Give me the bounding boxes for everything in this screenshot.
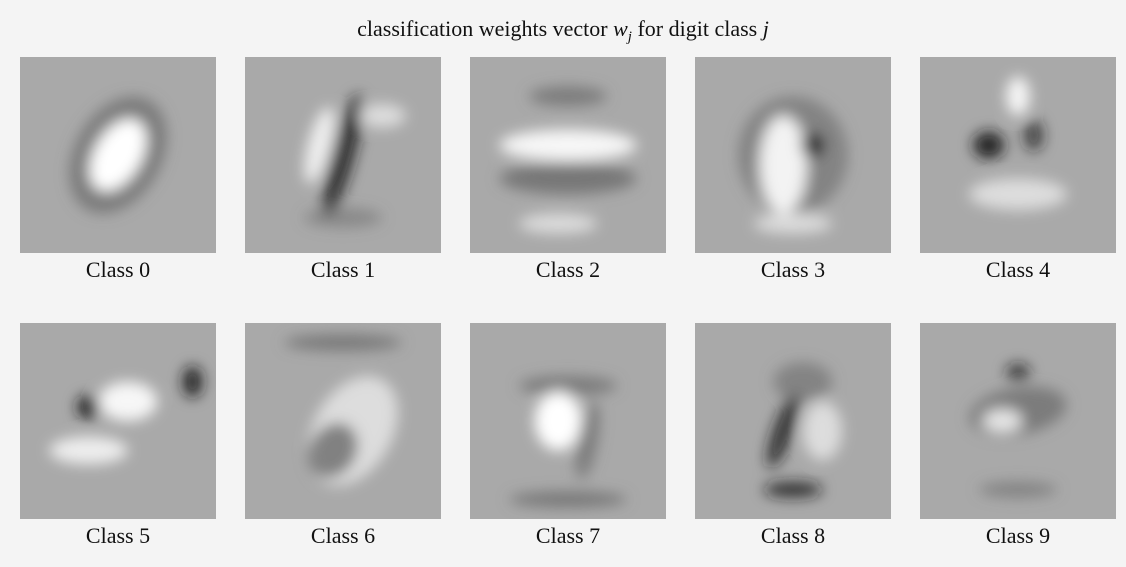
blob xyxy=(766,393,800,468)
panel-label: Class 8 xyxy=(761,523,825,548)
panel-label: Class 5 xyxy=(86,523,150,548)
blob xyxy=(978,481,1058,498)
figure-title: classification weights vector wj for dig… xyxy=(357,16,769,46)
weight-pattern xyxy=(969,76,1067,210)
blob xyxy=(802,401,843,461)
blob xyxy=(528,86,608,106)
panel-label: Class 2 xyxy=(536,257,600,282)
blob xyxy=(519,375,617,396)
weight-panel: Class 8 xyxy=(695,323,891,548)
blob xyxy=(323,94,363,216)
weight-panel: Class 4 xyxy=(920,57,1116,282)
weight-panel: Class 3 xyxy=(695,57,891,282)
weight-image xyxy=(20,323,216,519)
weight-panel: Class 6 xyxy=(245,323,441,548)
weight-pattern xyxy=(69,96,167,214)
blob xyxy=(759,115,807,214)
blob xyxy=(358,104,406,128)
weight-pattern xyxy=(284,334,402,486)
blob xyxy=(76,395,101,420)
blob xyxy=(773,362,833,402)
weight-panel: Class 1 xyxy=(245,57,441,282)
blob xyxy=(1006,364,1030,380)
panel-label: Class 9 xyxy=(986,523,1050,548)
weight-panel: Class 7 xyxy=(470,323,666,548)
weight-panel: Class 9 xyxy=(920,323,1116,548)
panel-label: Class 7 xyxy=(536,523,600,548)
panel-label: Class 1 xyxy=(311,257,375,282)
blob xyxy=(519,213,598,234)
weight-pattern xyxy=(763,362,843,498)
panel-label: Class 4 xyxy=(986,257,1050,282)
blob xyxy=(534,391,582,451)
title-subscript: j xyxy=(626,29,632,45)
blob xyxy=(1023,119,1044,152)
weight-pattern xyxy=(499,86,637,234)
blob xyxy=(284,334,402,351)
panel-label: Class 0 xyxy=(86,257,150,282)
weight-pattern xyxy=(303,94,406,228)
weight-panel: Class 2 xyxy=(470,57,666,282)
blob xyxy=(499,162,637,195)
blob xyxy=(499,129,637,161)
weight-pattern xyxy=(49,366,203,465)
blob xyxy=(800,133,825,157)
weight-pattern xyxy=(509,375,627,508)
title-symbol2: j xyxy=(760,16,769,41)
title-symbol: w xyxy=(613,16,628,41)
weight-pattern xyxy=(738,96,848,234)
title-middle: for digit class xyxy=(637,16,757,41)
blob xyxy=(98,381,158,421)
title-lead: classification weights vector xyxy=(357,16,608,41)
blob xyxy=(972,131,1005,159)
blob xyxy=(509,491,627,508)
blob xyxy=(1006,76,1030,116)
blob xyxy=(969,178,1067,210)
blob xyxy=(303,207,383,228)
weight-pattern xyxy=(969,364,1067,498)
blob xyxy=(763,481,823,498)
panel-label: Class 3 xyxy=(761,257,825,282)
blob xyxy=(182,366,203,398)
blob xyxy=(575,401,600,480)
blob xyxy=(753,213,833,234)
blob xyxy=(89,119,147,191)
blob xyxy=(982,409,1022,433)
blob xyxy=(49,436,128,465)
blob xyxy=(304,107,335,184)
weight-panel: Class 5 xyxy=(20,323,216,548)
weight-panel: Class 0 xyxy=(20,57,216,282)
panel-label: Class 6 xyxy=(311,523,375,548)
blob xyxy=(308,422,359,479)
